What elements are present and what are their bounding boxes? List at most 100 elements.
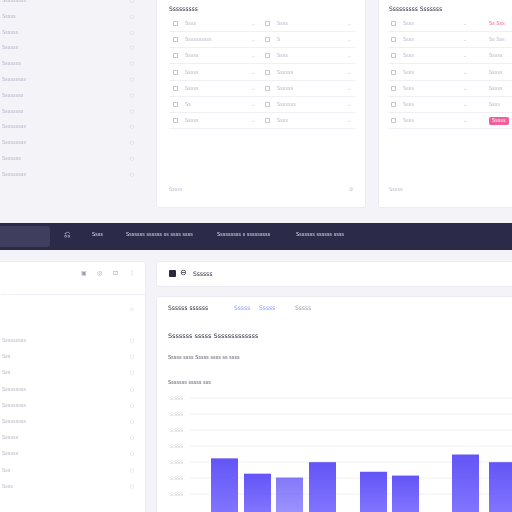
- checkbox[interactable]: [173, 21, 178, 26]
- sidebar-item[interactable]: Sssssssss ○: [0, 0, 140, 8]
- radio-icon[interactable]: ○: [129, 77, 134, 83]
- chevron-down-icon[interactable]: ⌄: [347, 37, 352, 44]
- radio-icon[interactable]: ○: [129, 140, 134, 147]
- sidebar-item[interactable]: Ssssss ○: [0, 451, 140, 461]
- checkbox[interactable]: [391, 102, 396, 107]
- chart-bar[interactable]: [489, 462, 512, 512]
- nav-link-3[interactable]: Sssssss ssssss ssss: [296, 232, 345, 238]
- checkbox[interactable]: [391, 21, 396, 26]
- checkbox[interactable]: [265, 69, 270, 75]
- chevron-down-icon[interactable]: ⌄: [347, 85, 352, 92]
- chevron-down-icon[interactable]: ⌄: [463, 21, 468, 27]
- nav-link-0[interactable]: Ssss: [92, 232, 103, 238]
- tab-1[interactable]: Sssss: [234, 305, 251, 312]
- sidebar-item[interactable]: Sss ○: [0, 370, 140, 380]
- chart-bar[interactable]: [211, 458, 238, 512]
- radio-icon[interactable]: ○: [129, 29, 134, 36]
- chevron-down-icon[interactable]: ⌄: [251, 37, 256, 44]
- radio-icon[interactable]: ○: [129, 338, 134, 344]
- tab-overview[interactable]: Ssssss ssssss: [168, 305, 209, 312]
- lock-icon[interactable]: ⊡: [113, 270, 119, 277]
- chart-bar[interactable]: [452, 454, 479, 512]
- more-icon[interactable]: ⋮: [129, 270, 135, 277]
- radio-icon[interactable]: ○: [129, 451, 134, 458]
- chart-bar[interactable]: [276, 477, 303, 512]
- radio-icon[interactable]: ○: [129, 386, 134, 393]
- checkbox[interactable]: [265, 85, 270, 91]
- radio-icon[interactable]: ○: [129, 435, 134, 442]
- chart-bar[interactable]: [360, 471, 387, 512]
- sidebar-item[interactable]: Sss ○: [0, 468, 140, 478]
- chevron-down-icon[interactable]: ⌄: [463, 69, 468, 76]
- chevron-down-icon[interactable]: ⌄: [463, 53, 468, 60]
- sidebar-item[interactable]: Sssssssss ○: [0, 387, 140, 397]
- chevron-down-icon[interactable]: ⌄: [347, 69, 352, 76]
- sidebar-item[interactable]: Ssssss ○: [0, 45, 140, 55]
- sidebar-item[interactable]: Sssss ○: [0, 14, 140, 24]
- card-checklist-footer[interactable]: Sssss: [169, 187, 183, 193]
- settings-icon[interactable]: ⚙: [349, 187, 354, 193]
- star-icon[interactable]: ☆: [129, 306, 135, 313]
- chevron-down-icon[interactable]: ⌄: [251, 69, 256, 76]
- sidebar-item[interactable]: Ssss ○: [0, 484, 140, 494]
- radio-icon[interactable]: ○: [129, 483, 134, 490]
- checkbox[interactable]: [265, 37, 270, 43]
- chevron-down-icon[interactable]: ⌄: [463, 37, 468, 44]
- chevron-down-icon[interactable]: ⌄: [251, 21, 256, 27]
- radio-icon[interactable]: ○: [129, 402, 134, 409]
- radio-icon[interactable]: ○: [129, 13, 134, 20]
- sidebar-item[interactable]: Sssssssss ○: [0, 77, 140, 87]
- grid-icon[interactable]: ▣: [81, 270, 87, 277]
- chart-bar[interactable]: [309, 462, 336, 512]
- sidebar-item[interactable]: Sssssssss ○: [0, 403, 140, 413]
- radio-icon[interactable]: ○: [129, 370, 134, 377]
- refresh-icon[interactable]: ◎: [97, 270, 103, 277]
- pin-icon[interactable]: ⊖: [180, 268, 187, 277]
- checkbox[interactable]: [391, 85, 396, 91]
- chevron-down-icon[interactable]: ⌄: [463, 102, 468, 108]
- tab-2[interactable]: Sssss: [259, 305, 276, 312]
- chevron-down-icon[interactable]: ⌄: [251, 118, 256, 125]
- chevron-down-icon[interactable]: ⌄: [463, 85, 468, 92]
- sidebar-item[interactable]: Sssssssss ○: [0, 140, 140, 150]
- radio-icon[interactable]: ○: [129, 419, 134, 425]
- chevron-down-icon[interactable]: ⌄: [347, 102, 352, 108]
- nav-search-chip[interactable]: [0, 226, 50, 247]
- card-status-footer[interactable]: Sssss: [389, 187, 403, 193]
- checkbox[interactable]: [173, 37, 178, 43]
- sidebar-item[interactable]: Sss ○: [0, 354, 140, 364]
- checkbox[interactable]: [265, 118, 270, 124]
- sidebar-item[interactable]: Sssssss ○: [0, 156, 140, 166]
- sidebar-item[interactable]: Sssssssss ○: [0, 172, 140, 182]
- tab-3[interactable]: Sssss: [295, 305, 312, 312]
- sidebar-item[interactable]: Sssssss ○: [0, 61, 140, 71]
- chart-bar[interactable]: [244, 473, 271, 512]
- checkbox[interactable]: [173, 85, 178, 91]
- chart-bar[interactable]: [392, 475, 419, 512]
- chevron-down-icon[interactable]: ⌄: [347, 21, 352, 27]
- sidebar-item[interactable]: Sssssssss ○: [0, 338, 140, 348]
- radio-icon[interactable]: ○: [129, 45, 134, 52]
- chevron-down-icon[interactable]: ⌄: [347, 53, 352, 60]
- checkbox[interactable]: [265, 53, 270, 59]
- radio-icon[interactable]: ○: [129, 0, 134, 4]
- checkbox[interactable]: [391, 37, 396, 43]
- sidebar-item[interactable]: Ssssss ○: [0, 435, 140, 445]
- chevron-down-icon[interactable]: ⌄: [251, 102, 256, 108]
- nav-link-1[interactable]: Sssssss ssssss ss ssss ssss: [126, 232, 193, 238]
- radio-icon[interactable]: ○: [129, 61, 134, 68]
- checkbox[interactable]: [265, 102, 270, 107]
- checkbox[interactable]: [391, 69, 396, 75]
- chevron-down-icon[interactable]: ⌄: [251, 53, 256, 60]
- chevron-down-icon[interactable]: ⌄: [463, 118, 468, 125]
- radio-icon[interactable]: ○: [129, 92, 134, 99]
- radio-icon[interactable]: ○: [129, 467, 134, 474]
- link-icon[interactable]: ⎌: [64, 230, 71, 239]
- chevron-down-icon[interactable]: ⌄: [347, 118, 352, 125]
- checkbox[interactable]: [391, 53, 396, 59]
- radio-icon[interactable]: ○: [129, 108, 134, 115]
- radio-icon[interactable]: ○: [129, 156, 134, 162]
- sidebar-item[interactable]: Sssssssss ○: [0, 419, 140, 429]
- checkbox[interactable]: [173, 102, 178, 107]
- checkbox[interactable]: [173, 53, 178, 59]
